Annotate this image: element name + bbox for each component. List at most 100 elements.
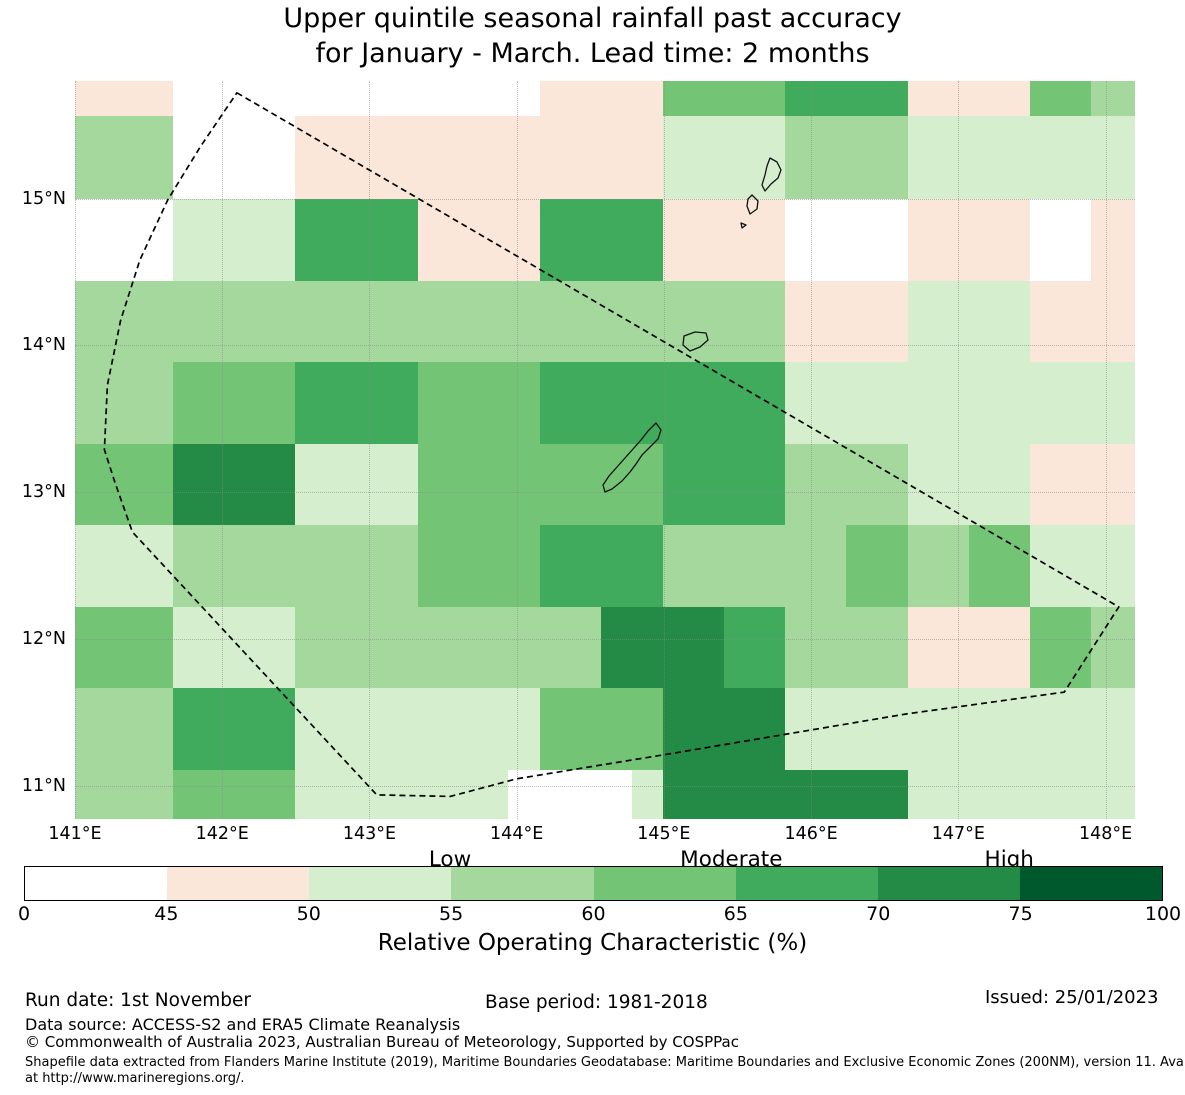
grid-cell [1029,81,1091,117]
grid-cell [784,606,908,688]
grid-cell [968,524,1030,607]
colorbar-axis-label: Relative Operating Characteristic (%) [377,930,808,956]
colorbar-segment-50-55 [309,867,452,900]
grid-cell [539,81,663,117]
grid-cell [784,280,908,362]
grid-cell [907,769,1135,819]
latitude-gridline [75,198,1135,200]
grid-cell [1029,443,1135,525]
y-tick-label: 13°N [21,482,66,503]
longitude-gridline [663,81,665,819]
colorbar-tick-label: 45 [154,903,179,925]
colorbar-tick-label: 60 [581,903,606,925]
y-tick-label: 15°N [21,188,66,209]
colorbar-tick-label: 0 [17,903,31,925]
grid-cell [663,81,785,117]
grid-cell [75,524,174,607]
island-outline-rota [682,331,709,352]
shapefile-credit-line-1: Shapefile data extracted from Flanders M… [25,1055,1185,1070]
latitude-gridline [75,345,1135,347]
map-area [75,81,1135,819]
grid-cell [663,443,785,525]
island-outline-saipan [761,157,782,192]
grid-cell [295,116,663,199]
grid-cell [539,687,663,770]
colorbar-tick-label: 75 [1008,903,1033,925]
grid-cell [539,198,663,281]
grid-cell [173,769,296,819]
y-tick-label: 14°N [21,335,66,356]
colorbar-segment-55-60 [451,867,594,900]
data-source-text: Data source: ACCESS-S2 and ERA5 Climate … [25,1015,461,1034]
longitude-gridline [811,81,813,819]
colorbar-segment-0-45 [25,867,168,900]
grid-cell [75,606,174,688]
grid-cell [1029,280,1135,362]
eez-boundary [103,91,1120,798]
base-period-text: Base period: 1981-2018 [485,992,708,1013]
grid-cell [295,361,419,444]
colorbar-tick-label: 100 [1144,903,1182,925]
longitude-gridline [516,81,518,819]
x-tick-label: 144°E [490,824,544,844]
colorbar-segment-70-75 [877,867,1020,900]
colorbar-segment-60-65 [593,867,736,900]
grid-cell [907,81,1030,117]
longitude-gridline [222,81,224,819]
colorbar-tick-label: 65 [723,903,748,925]
grid-cell [75,443,174,525]
latitude-gridline [75,492,1135,494]
x-tick-label: 147°E [931,824,985,844]
grid-cell [784,198,908,281]
grid-cell [507,769,632,819]
grid-cell [663,198,785,281]
grid-cell [173,524,419,607]
grid-cell [846,524,908,607]
longitude-gridline [958,81,960,819]
grid-cell [173,81,540,117]
grid-cell [907,606,1030,688]
colorbar-segment-45-50 [167,867,310,900]
x-tick-label: 145°E [637,824,691,844]
grid-cell [75,361,174,444]
grid-cell [784,443,908,525]
longitude-gridline [369,81,371,819]
grid-cell [539,361,785,444]
x-tick-label: 148°E [1078,824,1133,844]
grid-cell [907,198,1030,281]
grid-cell [173,687,296,770]
grid-cell [295,769,508,819]
x-tick-label: 142°E [195,824,249,844]
grid-cell [784,361,1135,444]
colorbar-tick-label: 50 [296,903,321,925]
grid-cell [173,443,296,525]
grid-cell [907,116,1135,199]
grid-cell [663,524,846,607]
grid-cell [663,687,785,770]
grid-cell [418,198,540,281]
latitude-gridline [75,639,1135,641]
grid-cell [1029,198,1091,281]
grid-cell [418,524,540,607]
grid-cell [723,606,785,688]
colorbar-tick-label: 55 [439,903,464,925]
grid-cell [75,769,174,819]
colorbar-segment-75-100 [1019,867,1162,900]
grid-cell [907,280,1030,362]
grid-cell [1090,198,1135,281]
grid-cell [1029,524,1135,607]
island-outline-aguijan [740,222,747,229]
grid-cell [75,81,174,117]
grid-cell [75,280,785,362]
grid-cell [295,443,419,525]
grid-cell [173,606,296,688]
grid-cell [173,361,296,444]
grid-cell [663,769,908,819]
x-tick-label: 143°E [342,824,397,844]
grid-cell [75,198,174,281]
grid-cell [663,116,785,199]
chart-title-line-1: Upper quintile seasonal rainfall past ac… [283,3,902,34]
grid-cell [539,524,663,607]
chart-title-line-2: for January - March. Lead time: 2 months [315,38,870,69]
